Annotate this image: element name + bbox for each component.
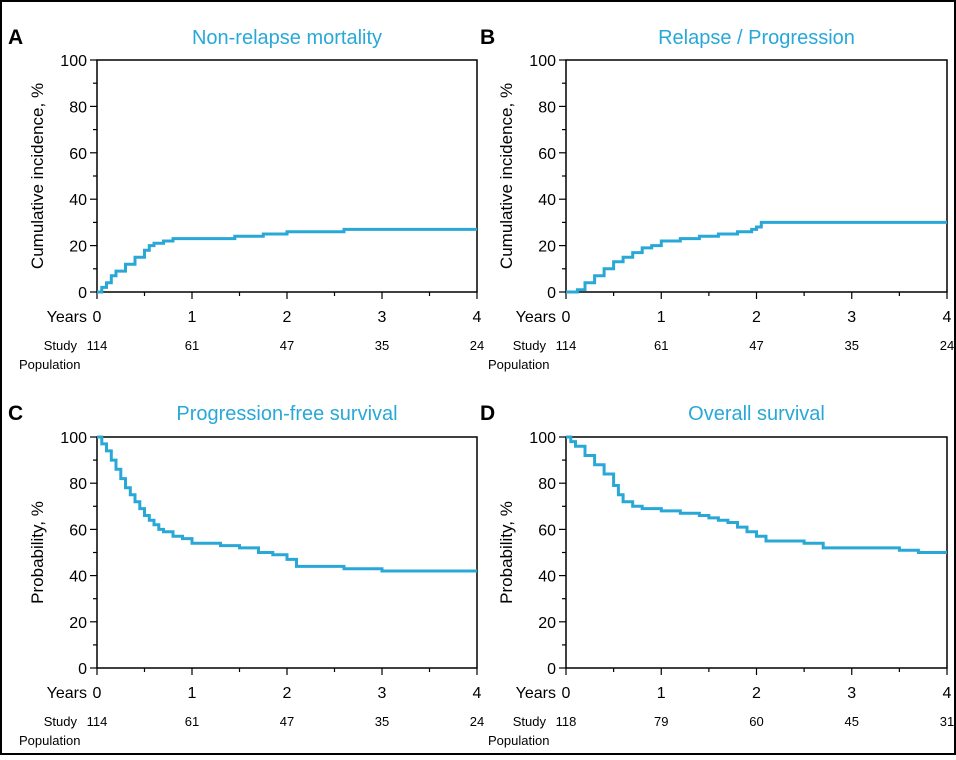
panel-c-y-tick-label: 80 xyxy=(69,476,87,493)
panel-d-risk-count: 118 xyxy=(556,714,577,729)
panel-c-x-tick-label: 3 xyxy=(378,685,387,702)
panel-d-y-tick-label: 60 xyxy=(538,522,556,539)
panel-c-y-tick-label: 100 xyxy=(60,430,87,447)
panel-b-x-tick-label: 1 xyxy=(657,309,666,326)
panel-b-x-tick-label: 0 xyxy=(562,309,571,326)
panel-a-x-tick-label: 2 xyxy=(283,309,292,326)
panel-d-title: Overall survival xyxy=(688,403,825,425)
panel-b-y-tick-label: 60 xyxy=(538,146,556,163)
panel-d-y-tick-label: 0 xyxy=(547,661,556,678)
panel-a-y-tick-label: 40 xyxy=(69,192,87,209)
panel-c-plot-frame xyxy=(96,436,478,669)
panel-c-risk-row-label: Study xyxy=(44,714,78,729)
panel-b-y-tick-label: 100 xyxy=(529,53,556,70)
panel-a-risk-count: 114 xyxy=(87,338,108,353)
panel-a-x-tick-label: 3 xyxy=(378,309,387,326)
panel-c-y-tick-label: 60 xyxy=(69,522,87,539)
panel-c-curve xyxy=(97,435,477,573)
panel-c-y-axis-label: Probability, % xyxy=(28,501,47,604)
panel-c-letter: C xyxy=(8,402,23,425)
panel-a-y-tick-label: 20 xyxy=(69,239,87,256)
panel-c-x-tick-label: 1 xyxy=(188,685,197,702)
panel-a-risk-count: 24 xyxy=(470,338,484,353)
panel-a-y-tick-label: 0 xyxy=(78,285,87,302)
panel-c-y-tick-label: 20 xyxy=(69,615,87,632)
panel-c-x-tick-label: 4 xyxy=(473,685,482,702)
panel-b-y-tick-label: 0 xyxy=(547,285,556,302)
panel-b-curve xyxy=(566,220,947,294)
panel-c-risk-count: 61 xyxy=(185,714,199,729)
panel-a-y-tick-label: 60 xyxy=(69,146,87,163)
panel-d-risk-count: 60 xyxy=(749,714,763,729)
panel-c-risk-count: 35 xyxy=(375,714,389,729)
panel-d-risk-count: 45 xyxy=(845,714,859,729)
panel-d-y-tick-label: 20 xyxy=(538,615,556,632)
panel-b-risk-count: 114 xyxy=(556,338,577,353)
panel-c-risk-count: 114 xyxy=(87,714,108,729)
panel-a-letter: A xyxy=(8,26,23,49)
panel-b-y-tick-label: 80 xyxy=(538,99,556,116)
panel-a-x-tick-label: 1 xyxy=(188,309,197,326)
panel-b-risk-row-label2: Population xyxy=(488,357,549,372)
panel-d-y-tick-label: 40 xyxy=(538,569,556,586)
panel-d-risk-row-label2: Population xyxy=(488,733,549,748)
panel-a-risk-row-label2: Population xyxy=(19,357,80,372)
panel-b-x-axis-label: Years xyxy=(516,309,556,326)
panel-a-risk-count: 35 xyxy=(375,338,389,353)
panel-b-y-axis-label: Cumulative incidence, % xyxy=(497,83,516,269)
panel-a-y-axis-label: Cumulative incidence, % xyxy=(28,83,47,269)
panel-b-letter: B xyxy=(480,26,495,49)
panel-b-x-tick-label: 4 xyxy=(943,309,952,326)
panel-a-x-axis-label: Years xyxy=(47,309,87,326)
panel-b-risk-count: 24 xyxy=(940,338,954,353)
panel-d-y-axis-label: Probability, % xyxy=(497,501,516,604)
panel-a-risk-count: 61 xyxy=(185,338,199,353)
panel-c-title: Progression-free survival xyxy=(176,403,397,425)
panel-d-y-tick-label: 100 xyxy=(529,430,556,447)
panel-b-y-tick-label: 20 xyxy=(538,239,556,256)
panel-a-x-tick-label: 0 xyxy=(93,309,102,326)
panel-b-x-tick-label: 2 xyxy=(752,309,761,326)
panel-c-risk-row-label2: Population xyxy=(19,733,80,748)
panel-d-risk-row-label: Study xyxy=(513,714,547,729)
panel-c-risk-count: 47 xyxy=(280,714,294,729)
panel-b-y-tick-label: 40 xyxy=(538,192,556,209)
panel-d-plot-frame xyxy=(565,436,948,669)
panel-c-y-tick-label: 40 xyxy=(69,569,87,586)
panel-a-risk-count: 47 xyxy=(280,338,294,353)
panel-b-risk-row-label: Study xyxy=(513,338,547,353)
panel-d-letter: D xyxy=(480,402,495,425)
panel-a-y-tick-label: 80 xyxy=(69,99,87,116)
panel-d-x-tick-label: 4 xyxy=(943,685,952,702)
panel-a-y-tick-label: 100 xyxy=(60,53,87,70)
panel-a-risk-row-label: Study xyxy=(44,338,78,353)
panel-b-risk-count: 35 xyxy=(845,338,859,353)
panel-c-risk-count: 24 xyxy=(470,714,484,729)
panel-d-x-axis-label: Years xyxy=(516,685,556,702)
panel-b-risk-count: 47 xyxy=(749,338,763,353)
panel-d-x-tick-label: 2 xyxy=(752,685,761,702)
panel-c-x-axis-label: Years xyxy=(47,685,87,702)
panel-a-curve xyxy=(97,227,477,294)
panel-c-y-tick-label: 0 xyxy=(78,661,87,678)
panel-d-risk-count: 79 xyxy=(654,714,668,729)
panel-a-title: Non-relapse mortality xyxy=(192,27,382,49)
panel-d-x-tick-label: 3 xyxy=(847,685,856,702)
panel-d-curve xyxy=(566,435,947,554)
panel-a-x-tick-label: 4 xyxy=(473,309,482,326)
panel-b-x-tick-label: 3 xyxy=(847,309,856,326)
panel-d-x-tick-label: 1 xyxy=(657,685,666,702)
panel-b-risk-count: 61 xyxy=(654,338,668,353)
panel-d-risk-count: 31 xyxy=(940,714,954,729)
panel-d-y-tick-label: 80 xyxy=(538,476,556,493)
panel-b-title: Relapse / Progression xyxy=(658,27,855,49)
panel-c-x-tick-label: 2 xyxy=(283,685,292,702)
panel-d-x-tick-label: 0 xyxy=(562,685,571,702)
panel-c-x-tick-label: 0 xyxy=(93,685,102,702)
panel-a-plot-frame xyxy=(96,59,478,293)
